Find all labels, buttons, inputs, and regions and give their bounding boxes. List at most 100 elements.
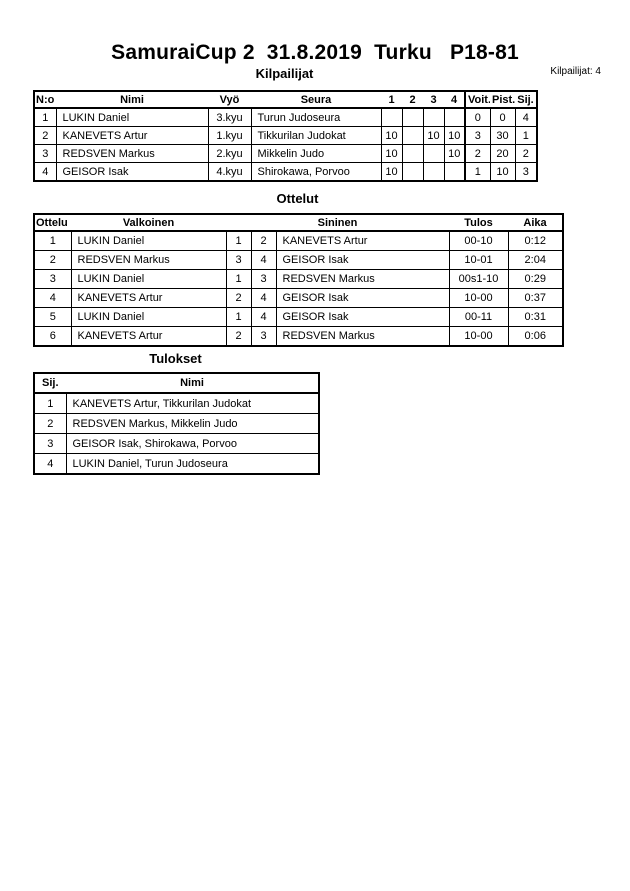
col-header-result: Tulos xyxy=(449,214,508,232)
competitor-points: 0 xyxy=(489,107,516,127)
competitor-r2 xyxy=(401,126,424,145)
col-header-no: N:o xyxy=(34,91,56,109)
col-header-points: Pist. xyxy=(490,91,515,109)
competitor-r1: 10 xyxy=(380,126,403,145)
competitor-place: 4 xyxy=(514,107,538,127)
match-no: 2 xyxy=(33,250,72,270)
match-time: 0:31 xyxy=(507,307,564,327)
match-no: 3 xyxy=(33,269,72,289)
match-no: 4 xyxy=(33,288,72,308)
match-time: 0:12 xyxy=(507,230,564,251)
competitor-name: GEISOR Isak xyxy=(55,162,209,182)
col-header-r1: 1 xyxy=(381,91,402,109)
match-white-no: 1 xyxy=(225,269,252,289)
col-header-place: Sij. xyxy=(34,373,66,394)
match-row: 2 REDSVEN Markus 3 4 GEISOR Isak 10-01 2… xyxy=(33,250,564,270)
competitor-name: LUKIN Daniel xyxy=(55,107,209,127)
match-white-name: REDSVEN Markus xyxy=(70,250,227,270)
match-no: 6 xyxy=(33,326,72,347)
match-blue-no: 4 xyxy=(250,307,277,327)
match-result: 10-00 xyxy=(448,288,509,308)
competitor-row: 3 REDSVEN Markus 2.kyu Mikkelin Judo 10 … xyxy=(33,144,538,163)
match-white-no: 2 xyxy=(225,326,252,347)
result-place: 4 xyxy=(33,453,67,475)
competitor-r3: 10 xyxy=(422,126,445,145)
competitor-no: 3 xyxy=(33,144,57,163)
match-result: 00-11 xyxy=(448,307,509,327)
match-blue-name: REDSVEN Markus xyxy=(275,269,450,289)
result-row: 2 REDSVEN Markus, Mikkelin Judo xyxy=(33,413,320,434)
match-time: 0:29 xyxy=(507,269,564,289)
competitor-r1 xyxy=(380,107,403,127)
match-white-name: LUKIN Daniel xyxy=(70,230,227,251)
competitor-r4: 10 xyxy=(443,144,466,163)
competitor-r4 xyxy=(443,162,466,182)
match-white-no: 1 xyxy=(225,230,252,251)
match-blue-no: 3 xyxy=(250,326,277,347)
col-header-blue: Sininen xyxy=(226,214,449,232)
competitor-points: 10 xyxy=(489,162,516,182)
competitor-belt: 2.kyu xyxy=(207,144,252,163)
competitor-r1: 10 xyxy=(380,162,403,182)
match-result: 10-00 xyxy=(448,326,509,347)
competitor-wins: 3 xyxy=(464,126,491,145)
competitor-belt: 4.kyu xyxy=(207,162,252,182)
results-heading: Tulokset xyxy=(149,351,202,366)
match-blue-name: REDSVEN Markus xyxy=(275,326,450,347)
competitor-no: 1 xyxy=(33,107,57,127)
competitors-heading: Kilpailijat xyxy=(255,66,314,81)
col-header-r4: 4 xyxy=(444,91,465,109)
match-blue-name: GEISOR Isak xyxy=(275,250,450,270)
match-no: 5 xyxy=(33,307,72,327)
match-blue-no: 3 xyxy=(250,269,277,289)
matches-heading: Ottelut xyxy=(276,191,319,206)
match-white-no: 3 xyxy=(225,250,252,270)
competitor-name: REDSVEN Markus xyxy=(55,144,209,163)
competitor-no: 4 xyxy=(33,162,57,182)
match-row: 1 LUKIN Daniel 1 2 KANEVETS Artur 00-10 … xyxy=(33,230,564,251)
result-name: REDSVEN Markus, Mikkelin Judo xyxy=(65,413,320,434)
results-table: Sij. Nimi 1 KANEVETS Artur, Tikkurilan J… xyxy=(33,372,320,475)
match-time: 0:37 xyxy=(507,288,564,308)
match-blue-name: GEISOR Isak xyxy=(275,307,450,327)
col-header-name: Nimi xyxy=(66,373,319,394)
col-header-white: Valkoinen xyxy=(71,214,226,232)
competitor-row: 2 KANEVETS Artur 1.kyu Tikkurilan Judoka… xyxy=(33,126,538,145)
match-blue-no: 4 xyxy=(250,250,277,270)
result-row: 4 LUKIN Daniel, Turun Judoseura xyxy=(33,453,320,475)
col-header-wins: Voit. xyxy=(464,91,490,109)
result-name: GEISOR Isak, Shirokawa, Porvoo xyxy=(65,433,320,454)
matches-table: Ottelu Valkoinen Sininen Tulos Aika 1 LU… xyxy=(33,213,564,347)
match-blue-name: GEISOR Isak xyxy=(275,288,450,308)
col-header-club: Seura xyxy=(251,91,381,109)
competitor-r1: 10 xyxy=(380,144,403,163)
competitor-row: 1 LUKIN Daniel 3.kyu Turun Judoseura 0 0… xyxy=(33,107,538,127)
match-blue-name: KANEVETS Artur xyxy=(275,230,450,251)
result-name: KANEVETS Artur, Tikkurilan Judokat xyxy=(65,392,320,414)
competitor-r2 xyxy=(401,144,424,163)
result-row: 1 KANEVETS Artur, Tikkurilan Judokat xyxy=(33,392,320,414)
competitor-wins: 1 xyxy=(464,162,491,182)
match-white-name: LUKIN Daniel xyxy=(70,307,227,327)
result-name: LUKIN Daniel, Turun Judoseura xyxy=(65,453,320,475)
results-header-row: Sij. Nimi xyxy=(34,373,319,394)
competitor-club: Mikkelin Judo xyxy=(250,144,382,163)
competitor-place: 1 xyxy=(514,126,538,145)
match-time: 2:04 xyxy=(507,250,564,270)
competitor-r2 xyxy=(401,107,424,127)
match-row: 4 KANEVETS Artur 2 4 GEISOR Isak 10-00 0… xyxy=(33,288,564,308)
match-white-name: KANEVETS Artur xyxy=(70,326,227,347)
competitor-points: 20 xyxy=(489,144,516,163)
competitor-place: 3 xyxy=(514,162,538,182)
match-blue-no: 2 xyxy=(250,230,277,251)
competitor-name: KANEVETS Artur xyxy=(55,126,209,145)
page-title: SamuraiCup 2 31.8.2019 Turku P18-81 xyxy=(111,41,519,64)
match-time: 0:06 xyxy=(507,326,564,347)
competitor-r3 xyxy=(422,144,445,163)
competitor-club: Turun Judoseura xyxy=(250,107,382,127)
result-place: 2 xyxy=(33,413,67,434)
competitor-club: Shirokawa, Porvoo xyxy=(250,162,382,182)
match-row: 5 LUKIN Daniel 1 4 GEISOR Isak 00-11 0:3… xyxy=(33,307,564,327)
col-header-place: Sij. xyxy=(515,91,537,109)
